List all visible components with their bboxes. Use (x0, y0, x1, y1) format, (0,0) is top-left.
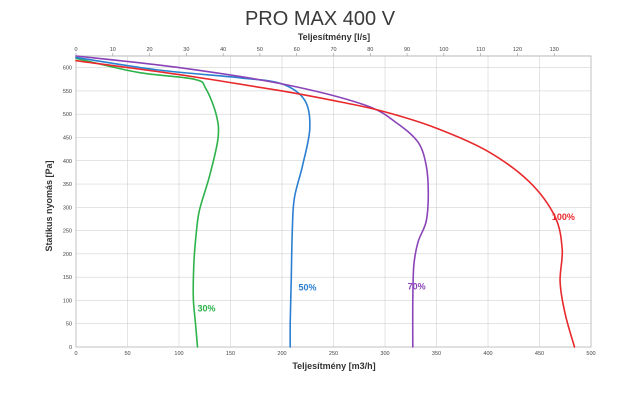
ticks-layer: 0 50 100 150 200 250 300 350 400 450 5000501001502… (63, 47, 596, 357)
x2-tick-label: 40 (220, 47, 226, 53)
x2-tick-label: 130 (550, 47, 559, 53)
x2-tick-label: 30 (183, 47, 189, 53)
series-layer (75, 55, 576, 348)
x2-tick-label: 80 (367, 47, 373, 53)
x2-tick-label: 100 (439, 47, 448, 53)
x2-axis-title: Teljesítmény [l/s] (298, 32, 370, 42)
series-line-70pct (75, 55, 430, 348)
x-tick-label: 400 (483, 351, 492, 357)
series-label-50pct: 50% (298, 283, 316, 293)
y-tick-label: 200 (63, 252, 72, 258)
y-tick-label: 450 (63, 135, 72, 141)
y-tick-label: 250 (63, 229, 72, 235)
x2-tick-label: 60 (294, 47, 300, 53)
series-label-30pct: 30% (198, 304, 216, 314)
x-axis-title: Teljesítmény [m3/h] (292, 361, 375, 371)
grid-layer (75, 55, 592, 348)
y-tick-label: 500 (63, 112, 72, 118)
x2-tick-label: 70 (330, 47, 336, 53)
y-tick-label: 50 (66, 322, 72, 328)
series-label-100pct: 100% (552, 212, 575, 222)
y-tick-label: 100 (63, 298, 72, 304)
series-label-70pct: 70% (408, 281, 426, 291)
y-tick-label: 150 (63, 275, 72, 281)
x-tick-label: 450 (535, 351, 544, 357)
x-tick-label: 250 (329, 351, 338, 357)
x-tick-label: 150 (226, 351, 235, 357)
x-tick-label: 350 (432, 351, 441, 357)
x2-tick-label: 110 (476, 47, 485, 53)
y-tick-label: 550 (63, 89, 72, 95)
y-tick-label: 300 (63, 205, 72, 211)
series-line-30pct (75, 57, 220, 348)
y-axis-title: Statikus nyomás [Pa] (44, 160, 54, 251)
series-line-100pct (75, 59, 576, 348)
series-labels-layer: 30% 50% 70% 100% (198, 212, 575, 314)
x2-tick-label: 10 (110, 47, 116, 53)
x-tick-label: 50 (124, 351, 130, 357)
x-tick-label: 300 (380, 351, 389, 357)
series-line-50pct (75, 56, 311, 348)
x-tick-label: 100 (174, 351, 183, 357)
x2-tick-label: 120 (513, 47, 522, 53)
x2-tick-label: 0 (74, 47, 77, 53)
x2-tick-label: 90 (404, 47, 410, 53)
x2-tick-label: 50 (257, 47, 263, 53)
chart-title: PRO MAX 400 V (245, 8, 396, 30)
x2-tick-label: 20 (147, 47, 153, 53)
y-tick-label: 600 (63, 66, 72, 72)
y-tick-label: 400 (63, 159, 72, 165)
y-tick-label: 350 (63, 182, 72, 188)
x-tick-label: 500 (586, 351, 595, 357)
y-tick-label: 0 (69, 345, 72, 351)
x-tick-label: 200 (277, 351, 286, 357)
x-tick-label: 0 (74, 351, 77, 357)
